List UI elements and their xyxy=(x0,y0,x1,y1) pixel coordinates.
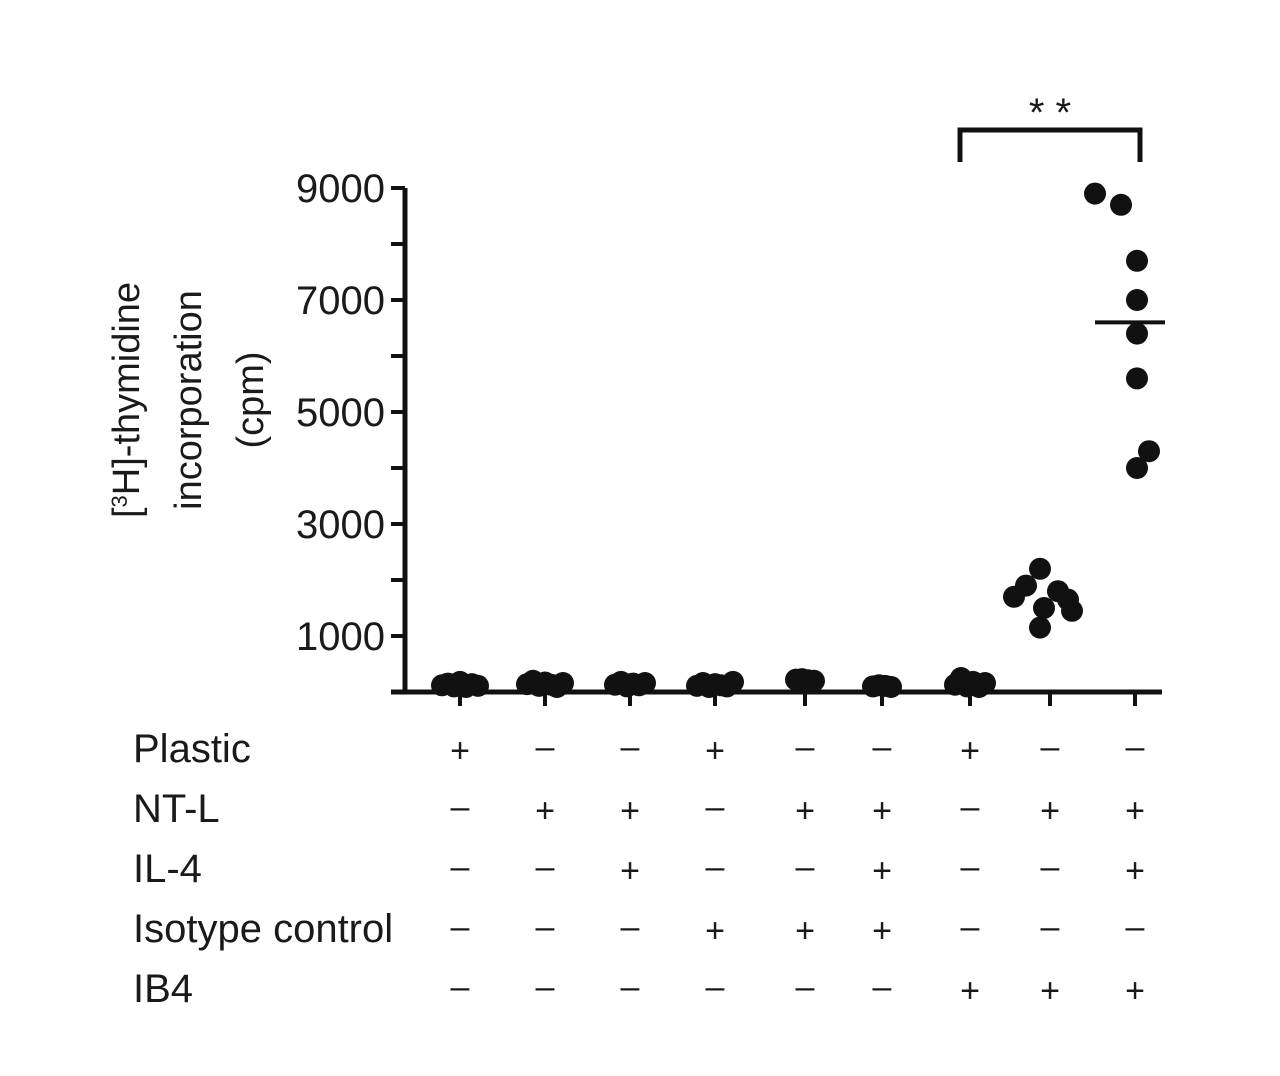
condition-sign: – xyxy=(621,968,640,1006)
data-point xyxy=(1061,599,1083,622)
data-point xyxy=(1029,616,1051,639)
condition-sign: + xyxy=(872,912,892,950)
condition-sign: – xyxy=(1041,728,1060,766)
data-point xyxy=(1126,322,1148,345)
condition-sign: – xyxy=(1041,848,1060,886)
y-tick-label: 9000 xyxy=(296,167,385,211)
y-tick-label: 5000 xyxy=(296,391,385,435)
condition-sign: + xyxy=(795,792,815,830)
condition-table: Plastic + – – + – – + – – NT-L – + + – + + – + + IL-4 – – + – – + –… xyxy=(133,727,1145,1011)
data-points xyxy=(431,182,1160,698)
y-axis-title-line: [3H]-thymidine xyxy=(106,282,148,518)
bracket xyxy=(957,127,1143,162)
condition-sign: – xyxy=(536,908,555,946)
y-tick-label: 1000 xyxy=(296,615,385,659)
data-point xyxy=(634,672,656,695)
condition-sign: – xyxy=(873,728,892,766)
data-point xyxy=(1126,457,1148,479)
data-point xyxy=(722,670,744,693)
condition-sign: + xyxy=(705,912,725,950)
condition-sign: – xyxy=(536,728,555,766)
data-point xyxy=(1084,182,1106,205)
data-point xyxy=(552,672,574,695)
condition-sign: + xyxy=(1040,792,1060,830)
condition-sign: + xyxy=(1125,792,1145,830)
condition-sign: – xyxy=(536,848,555,886)
condition-sign: – xyxy=(621,728,640,766)
data-point xyxy=(1126,367,1148,390)
condition-sign: – xyxy=(1041,908,1060,946)
condition-sign: + xyxy=(960,732,980,770)
data-point xyxy=(1126,289,1148,311)
y-axis-title-line: (cpm) xyxy=(230,351,272,448)
condition-sign: + xyxy=(620,852,640,890)
y-axis: 1000 3000 5000 7000 9000 xyxy=(296,167,408,692)
data-point xyxy=(1029,557,1051,580)
y-tick-label: 7000 xyxy=(296,279,385,323)
condition-sign: – xyxy=(706,968,725,1006)
x-axis xyxy=(391,689,1162,706)
condition-sign: – xyxy=(621,908,640,946)
significance-label: * * xyxy=(1029,91,1071,135)
condition-sign: – xyxy=(1126,908,1145,946)
data-point xyxy=(974,672,996,695)
condition-sign: – xyxy=(796,728,815,766)
condition-sign: – xyxy=(796,848,815,886)
y-axis-title-rest: H]-thymidine xyxy=(106,282,148,495)
data-point xyxy=(1003,585,1025,608)
condition-sign: – xyxy=(961,788,980,826)
data-point xyxy=(467,674,489,697)
data-point xyxy=(1138,440,1160,463)
condition-sign: – xyxy=(451,848,470,886)
condition-sign: – xyxy=(706,848,725,886)
condition-sign: + xyxy=(1040,972,1060,1010)
data-point xyxy=(880,675,902,698)
y-tick-label: 3000 xyxy=(296,503,385,547)
condition-sign: – xyxy=(961,848,980,886)
condition-sign: + xyxy=(1125,972,1145,1010)
condition-label: Plastic xyxy=(133,727,251,771)
significance-bracket: * * xyxy=(957,91,1143,162)
condition-sign: – xyxy=(873,968,892,1006)
condition-sign: – xyxy=(536,968,555,1006)
condition-label: IB4 xyxy=(133,967,193,1011)
condition-sign: – xyxy=(451,908,470,946)
condition-sign: + xyxy=(535,792,555,830)
y-axis-label: [3H]-thymidine incorporation (cpm) xyxy=(106,282,272,518)
condition-sign: – xyxy=(451,968,470,1006)
condition-sign: + xyxy=(872,792,892,830)
data-point xyxy=(803,669,825,692)
condition-sign: – xyxy=(706,788,725,826)
y-axis-title: [3H]-thymidine incorporation (cpm) xyxy=(106,282,272,518)
condition-sign: + xyxy=(872,852,892,890)
condition-sign: – xyxy=(796,968,815,1006)
condition-sign: + xyxy=(795,912,815,950)
data-point xyxy=(1126,249,1148,272)
condition-sign: + xyxy=(620,792,640,830)
condition-sign: + xyxy=(1125,852,1145,890)
y-axis-title-line: incorporation xyxy=(168,290,210,510)
condition-sign: + xyxy=(960,972,980,1010)
data-point xyxy=(1110,193,1132,216)
condition-sign: + xyxy=(705,732,725,770)
condition-sign: – xyxy=(1126,728,1145,766)
condition-label: NT-L xyxy=(133,787,220,831)
condition-sign: + xyxy=(450,732,470,770)
data-point xyxy=(1033,597,1055,619)
condition-sign: – xyxy=(961,908,980,946)
superscript: 3 xyxy=(107,495,132,507)
condition-label: Isotype control xyxy=(133,907,393,951)
condition-label: IL-4 xyxy=(133,847,202,891)
condition-sign: – xyxy=(451,788,470,826)
